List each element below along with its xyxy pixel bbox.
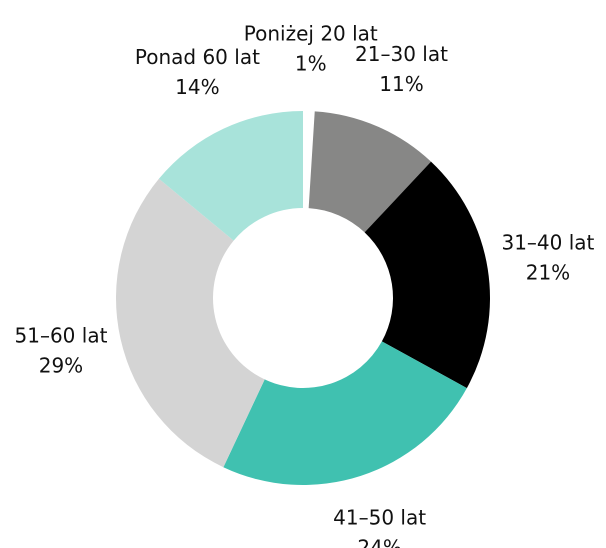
slice-value: 21%: [526, 261, 570, 285]
donut-slice: [223, 341, 467, 485]
donut-slice: [303, 111, 315, 209]
slice-label: 31–40 lat: [501, 231, 594, 255]
donut-slice: [115, 178, 265, 468]
donut-slice: [308, 111, 432, 233]
slice-label: 41–50 lat: [333, 505, 426, 529]
slice-value: 14%: [175, 75, 219, 99]
slice-label: 21–30 lat: [355, 42, 448, 66]
slice-value: 29%: [39, 354, 83, 378]
donut-slice: [158, 111, 303, 241]
slice-value: 11%: [379, 72, 423, 96]
slice-value: 24%: [357, 535, 401, 548]
slice-label: Ponad 60 lat: [135, 45, 260, 69]
slice-label: 51–60 lat: [15, 324, 108, 348]
slice-label: Poniżej 20 lat: [244, 22, 378, 46]
slice-value: 1%: [295, 52, 327, 76]
donut-slice: [364, 161, 491, 389]
